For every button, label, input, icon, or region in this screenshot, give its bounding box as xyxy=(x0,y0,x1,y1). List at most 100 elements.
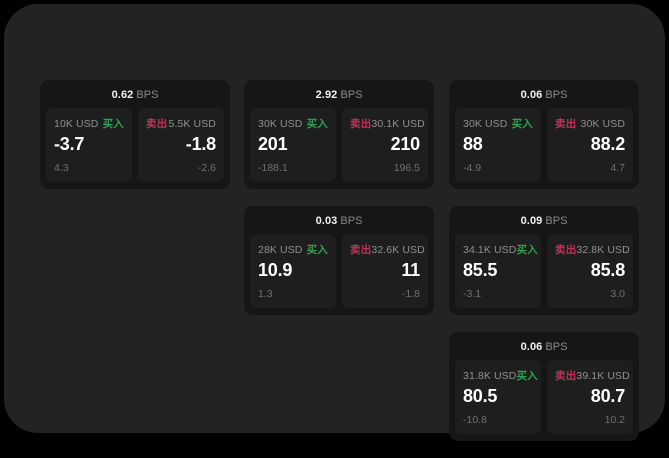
card-bps-header: 2.92 BPS xyxy=(250,87,428,108)
buy-side-panel[interactable]: 34.1K USD 买入 85.5 -3.1 xyxy=(455,234,541,308)
sell-size-label: 32.8K USD xyxy=(576,244,630,256)
sell-size-label: 5.5K USD xyxy=(168,118,216,130)
side-header: 28K USD 买入 xyxy=(258,242,328,256)
buy-price: 88 xyxy=(463,134,483,154)
sell-action-label[interactable]: 卖出 xyxy=(350,118,372,130)
bps-unit-label: BPS xyxy=(340,215,363,227)
card-sides: 34.1K USD 买入 85.5 -3.1 卖出 32.8K USD 85.8 3.0 xyxy=(455,234,633,308)
sell-side-panel[interactable]: 卖出 5.5K USD -1.8 -2.6 xyxy=(138,108,224,182)
card-bps-header: 0.06 BPS xyxy=(455,87,633,108)
card-sides: 28K USD 买入 10.9 1.3 卖出 32.6K USD 11 -1.8 xyxy=(250,234,428,308)
sell-price: 85.8 xyxy=(590,260,625,280)
sell-side-panel[interactable]: 卖出 32.8K USD 85.8 3.0 xyxy=(547,234,633,308)
sell-delta: 4.7 xyxy=(610,162,625,174)
app-root: 0.62 BPS 10K USD 买入 -3.7 4.3 卖出 5.5K USD -1.8 -2.… xyxy=(4,4,665,441)
side-header: 卖出 30K USD xyxy=(555,116,625,130)
buy-price: 85.5 xyxy=(463,260,498,280)
buy-action-label[interactable]: 买入 xyxy=(306,244,328,256)
sell-size-label: 39.1K USD xyxy=(576,370,630,382)
sell-side-panel[interactable]: 卖出 32.6K USD 11 -1.8 xyxy=(342,234,428,308)
card-sides: 30K USD 买入 88 -4.9 卖出 30K USD 88.2 4.7 xyxy=(455,108,633,182)
sell-side-panel[interactable]: 卖出 30.1K USD 210 196.5 xyxy=(342,108,428,182)
quote-card[interactable]: 0.06 BPS 31.8K USD 买入 80.5 -10.8 卖出 39.1K USD 80… xyxy=(449,332,639,441)
bps-value: 0.03 xyxy=(315,215,338,227)
sell-side-panel[interactable]: 卖出 30K USD 88.2 4.7 xyxy=(547,108,633,182)
sell-delta: -1.8 xyxy=(401,288,420,300)
bps-unit-label: BPS xyxy=(545,341,568,353)
buy-side-panel[interactable]: 31.8K USD 买入 80.5 -10.8 xyxy=(455,360,541,434)
quote-card[interactable]: 2.92 BPS 30K USD 买入 201 -188.1 卖出 30.1K USD 210 1… xyxy=(244,80,434,189)
card-sides: 31.8K USD 买入 80.5 -10.8 卖出 39.1K USD 80.7 10.2 xyxy=(455,360,633,434)
side-header: 30K USD 买入 xyxy=(463,116,533,130)
sell-price: 80.7 xyxy=(590,386,625,406)
sell-action-label[interactable]: 卖出 xyxy=(555,370,577,382)
buy-side-panel[interactable]: 28K USD 买入 10.9 1.3 xyxy=(250,234,336,308)
sell-price: 88.2 xyxy=(590,134,625,154)
buy-action-label[interactable]: 买入 xyxy=(511,118,533,130)
sell-action-label[interactable]: 卖出 xyxy=(555,244,577,256)
quote-card[interactable]: 0.06 BPS 30K USD 买入 88 -4.9 卖出 30K USD 88.2 4.7 xyxy=(449,80,639,189)
buy-price: -3.7 xyxy=(54,134,85,154)
sell-price: 210 xyxy=(390,134,421,154)
quote-card[interactable]: 0.09 BPS 34.1K USD 买入 85.5 -3.1 卖出 32.8K USD 85.… xyxy=(449,206,639,315)
buy-delta: -3.1 xyxy=(463,288,482,300)
card-sides: 30K USD 买入 201 -188.1 卖出 30.1K USD 210 196.5 xyxy=(250,108,428,182)
side-header: 卖出 32.8K USD xyxy=(555,242,630,256)
side-header: 卖出 30.1K USD xyxy=(350,116,425,130)
buy-size-label: 34.1K USD xyxy=(463,244,517,256)
quote-card[interactable]: 0.03 BPS 28K USD 买入 10.9 1.3 卖出 32.6K USD 11 -1.8 xyxy=(244,206,434,315)
buy-action-label[interactable]: 买入 xyxy=(516,244,538,256)
buy-price: 10.9 xyxy=(258,260,293,280)
sell-price: -1.8 xyxy=(185,134,216,154)
buy-action-label[interactable]: 买入 xyxy=(102,118,124,130)
buy-price: 201 xyxy=(258,134,288,154)
side-header: 31.8K USD 买入 xyxy=(463,368,538,382)
buy-size-label: 30K USD xyxy=(258,118,303,130)
buy-size-label: 10K USD xyxy=(54,118,99,130)
sell-size-label: 30K USD xyxy=(580,118,625,130)
sell-delta: 3.0 xyxy=(610,288,625,300)
sell-delta: -2.6 xyxy=(197,162,216,174)
bps-value: 0.62 xyxy=(111,89,134,101)
quote-column-1: 2.92 BPS 30K USD 买入 201 -188.1 卖出 30.1K USD 210 1… xyxy=(244,80,434,332)
side-header: 10K USD 买入 xyxy=(54,116,124,130)
sell-size-label: 32.6K USD xyxy=(371,244,425,256)
buy-delta: -4.9 xyxy=(463,162,482,174)
buy-side-panel[interactable]: 30K USD 买入 201 -188.1 xyxy=(250,108,336,182)
side-header: 卖出 5.5K USD xyxy=(146,116,216,130)
bps-unit-label: BPS xyxy=(545,215,568,227)
sell-action-label[interactable]: 卖出 xyxy=(555,118,577,130)
side-header: 30K USD 买入 xyxy=(258,116,328,130)
buy-size-label: 31.8K USD xyxy=(463,370,517,382)
buy-size-label: 28K USD xyxy=(258,244,303,256)
quote-column-2: 0.06 BPS 30K USD 买入 88 -4.9 卖出 30K USD 88.2 4.7 0.… xyxy=(449,80,639,458)
bps-value: 2.92 xyxy=(315,89,338,101)
card-bps-header: 0.62 BPS xyxy=(46,87,224,108)
buy-action-label[interactable]: 买入 xyxy=(306,118,328,130)
card-bps-header: 0.09 BPS xyxy=(455,213,633,234)
quote-column-0: 0.62 BPS 10K USD 买入 -3.7 4.3 卖出 5.5K USD -1.8 -2.… xyxy=(40,80,230,206)
sell-side-panel[interactable]: 卖出 39.1K USD 80.7 10.2 xyxy=(547,360,633,434)
sell-action-label[interactable]: 卖出 xyxy=(350,244,372,256)
buy-action-label[interactable]: 买入 xyxy=(516,370,538,382)
bps-unit-label: BPS xyxy=(545,89,568,101)
buy-delta: 4.3 xyxy=(54,162,69,174)
buy-delta: 1.3 xyxy=(258,288,273,300)
quote-card[interactable]: 0.62 BPS 10K USD 买入 -3.7 4.3 卖出 5.5K USD -1.8 -2.… xyxy=(40,80,230,189)
quote-board: 0.62 BPS 10K USD 买入 -3.7 4.3 卖出 5.5K USD -1.8 -2.… xyxy=(36,80,639,441)
bps-value: 0.06 xyxy=(520,341,543,353)
side-header: 卖出 32.6K USD xyxy=(350,242,425,256)
sell-delta: 10.2 xyxy=(604,414,625,426)
bps-unit-label: BPS xyxy=(340,89,363,101)
side-header: 34.1K USD 买入 xyxy=(463,242,538,256)
buy-side-panel[interactable]: 30K USD 买入 88 -4.9 xyxy=(455,108,541,182)
buy-side-panel[interactable]: 10K USD 买入 -3.7 4.3 xyxy=(46,108,132,182)
sell-delta: 196.5 xyxy=(393,162,420,174)
sell-action-label[interactable]: 卖出 xyxy=(146,118,168,130)
bps-value: 0.06 xyxy=(520,89,543,101)
buy-size-label: 30K USD xyxy=(463,118,508,130)
sell-size-label: 30.1K USD xyxy=(371,118,425,130)
buy-delta: -188.1 xyxy=(258,162,288,174)
card-bps-header: 0.06 BPS xyxy=(455,339,633,360)
bps-value: 0.09 xyxy=(520,215,543,227)
